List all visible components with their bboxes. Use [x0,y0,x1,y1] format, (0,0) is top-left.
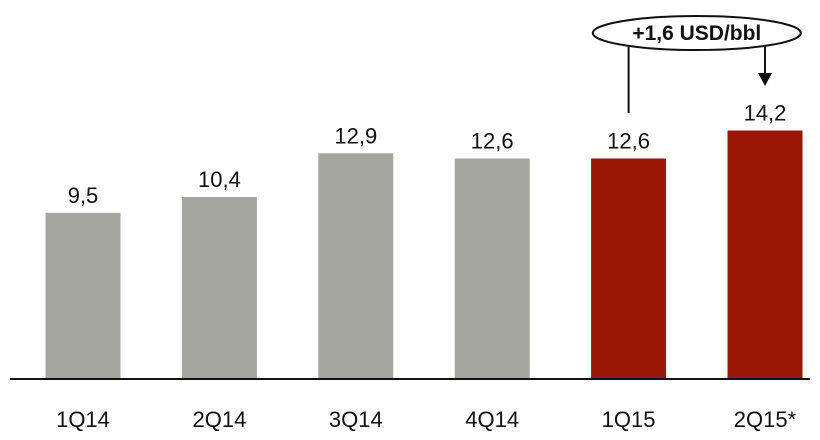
bar-1q15 [591,158,667,379]
category-label: 1Q14 [56,407,110,432]
category-label: 1Q15 [602,407,656,432]
bar-2q14 [181,197,257,379]
value-labels-group: 9,5 10,4 12,9 12,6 12,6 14,2 [68,101,787,208]
category-label: 3Q14 [329,407,383,432]
bar-4q14 [454,158,530,379]
category-label: 4Q14 [465,407,519,432]
bar-3q14 [318,153,394,380]
value-label: 12,6 [471,129,514,154]
value-label: 14,2 [744,101,787,126]
category-label: 2Q15* [734,407,797,432]
value-label: 12,6 [607,129,650,154]
bar-1q14 [45,212,121,380]
value-label: 10,4 [198,167,241,192]
bar-2q15 [727,130,803,379]
value-label: 9,5 [68,183,99,208]
category-label: 2Q14 [192,407,246,432]
value-label: 12,9 [334,123,377,148]
callout-label: +1,6 USD/bbl [632,22,761,45]
bars-group [45,130,803,380]
category-labels-group: 1Q14 2Q14 3Q14 4Q14 1Q15 2Q15* [56,407,797,432]
callout-ellipse [591,15,802,51]
callout-arrowhead-icon [758,73,772,86]
callout-annotation: +1,6 USD/bbl [591,15,802,113]
